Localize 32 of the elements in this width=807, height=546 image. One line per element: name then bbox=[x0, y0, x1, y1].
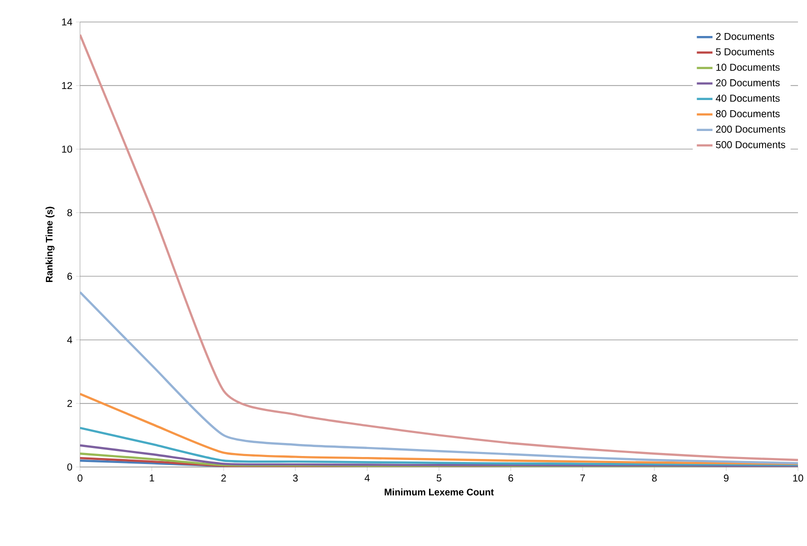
y-tick-label: 8 bbox=[67, 209, 72, 216]
x-tick-label: 5 bbox=[436, 474, 442, 482]
y-tick-label: 12 bbox=[62, 82, 72, 90]
x-tick-label: 7 bbox=[580, 474, 585, 482]
x-axis-title: Minimum Lexeme Count bbox=[384, 488, 494, 496]
legend-label: 80 Documents bbox=[716, 110, 780, 118]
legend-label: 500 Documents bbox=[716, 141, 786, 148]
x-tick-label: 8 bbox=[652, 474, 657, 482]
line-series bbox=[80, 34, 798, 462]
x-tick-label: 9 bbox=[724, 474, 729, 482]
y-tick-label: 0 bbox=[67, 463, 72, 471]
x-tick-label: 4 bbox=[364, 474, 370, 482]
x-tick-label: 2 bbox=[221, 474, 226, 482]
line-series bbox=[80, 392, 798, 465]
y-tick-label: 10 bbox=[62, 146, 72, 153]
y-tick-label: 14 bbox=[62, 18, 72, 26]
x-tick-label: 1 bbox=[150, 474, 154, 482]
x-tick-label: 10 bbox=[793, 474, 804, 482]
y-tick-label: 6 bbox=[67, 272, 72, 280]
legend-label: 20 Documents bbox=[716, 79, 780, 86]
x-tick-label: 0 bbox=[78, 474, 82, 482]
line-series bbox=[80, 291, 798, 464]
y-axis-title: Ranking Time (s) bbox=[46, 206, 54, 282]
legend-label: 200 Documents bbox=[716, 126, 786, 133]
x-tick-label: 6 bbox=[508, 474, 514, 482]
legend-label: 10 Documents bbox=[716, 64, 780, 71]
legend-label: 40 Documents bbox=[716, 94, 780, 102]
x-tick-label: 3 bbox=[293, 474, 298, 482]
legend-label: 2 Documents bbox=[716, 32, 774, 40]
y-tick-label: 2 bbox=[67, 400, 72, 407]
legend-label: 5 Documents bbox=[716, 48, 774, 56]
y-tick-label: 4 bbox=[67, 336, 72, 344]
